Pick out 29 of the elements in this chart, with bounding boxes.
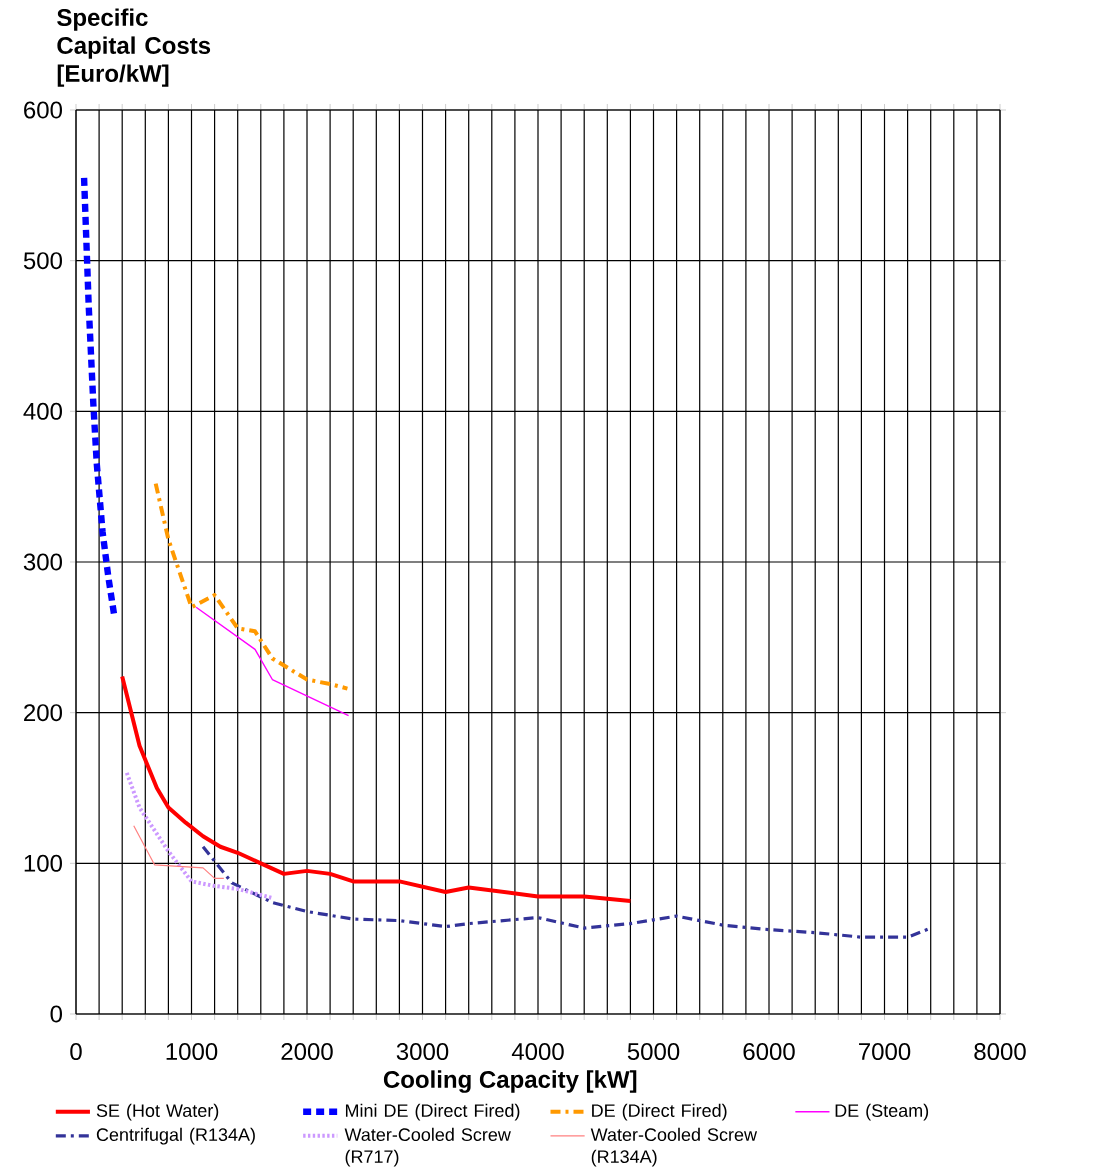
y-tick-label: 300	[23, 553, 62, 571]
y-tick-label: 200	[24, 704, 62, 722]
y-tick-label: 0	[50, 1005, 63, 1023]
y-tick-label: 400	[23, 402, 62, 420]
legend-label: DE (Steam)	[835, 1103, 929, 1121]
y-tick-label: 600	[24, 101, 62, 119]
x-tick-label: 8000	[974, 1043, 1026, 1061]
x-tick-label: 1000	[166, 1043, 218, 1061]
legend-label: Water-Cooled Screw (R134A)	[590, 1127, 758, 1167]
y-tick-label: 500	[23, 252, 62, 270]
legend-label: Water-Cooled Screw (R717)	[344, 1127, 511, 1167]
x-tick-label: 2000	[281, 1043, 333, 1061]
legend-label: Centrifugal (R134A)	[96, 1127, 255, 1145]
x-tick-label: 6000	[743, 1043, 795, 1061]
x-tick-label: 0	[70, 1043, 82, 1061]
legend-label: DE (Direct Fired)	[592, 1103, 727, 1121]
y-axis-title: Specific Capital Costs [Euro/kW]	[57, 8, 211, 87]
line-series	[124, 770, 275, 900]
legend-label: Mini DE (Direct Fired)	[345, 1103, 520, 1121]
x-tick-label: 3000	[396, 1043, 449, 1061]
line-series	[133, 825, 225, 879]
x-tick-label: 5000	[627, 1043, 680, 1061]
x-tick-label: 7000	[859, 1043, 911, 1061]
line-series	[153, 481, 350, 691]
line-series	[195, 606, 350, 717]
x-axis-title: Cooling Capacity [kW]	[383, 1070, 637, 1093]
x-tick-label: 4000	[511, 1043, 564, 1061]
y-tick-label: 100	[24, 854, 62, 872]
legend-label: SE (Hot Water)	[96, 1103, 219, 1121]
